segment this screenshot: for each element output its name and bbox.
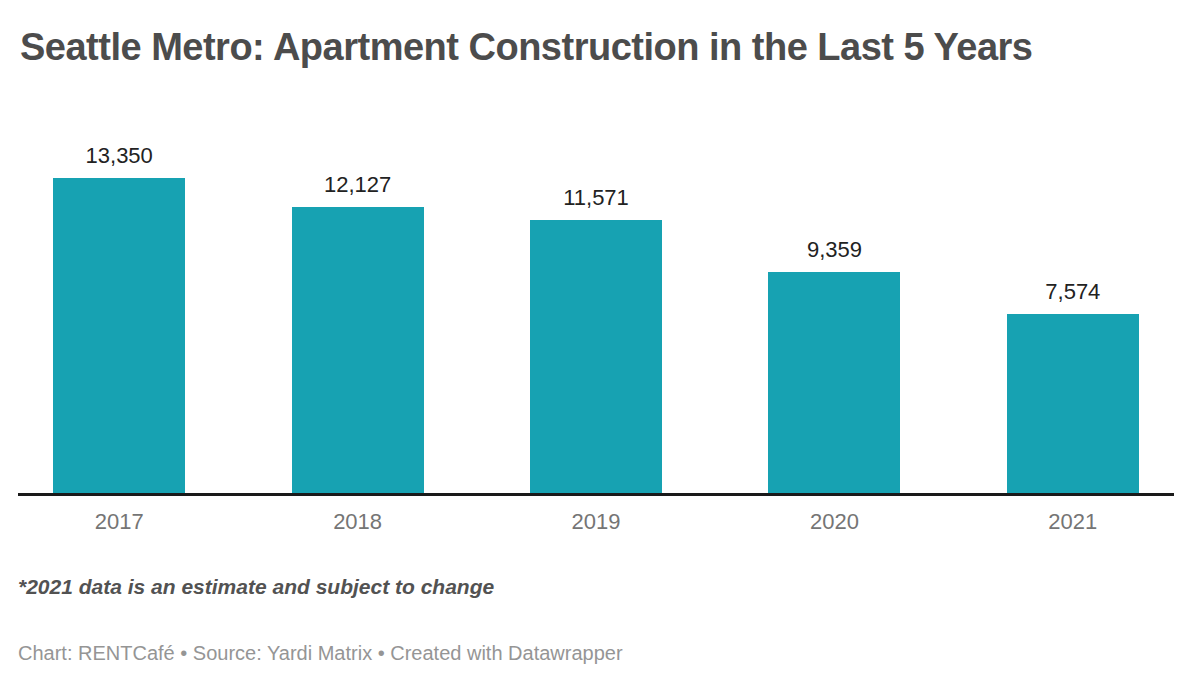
bar-column-2021: 7,574 (954, 279, 1192, 493)
bar-column-2017: 13,350 (0, 143, 238, 493)
bar-2020 (768, 272, 900, 493)
x-axis-labels: 20172018201920202021 (0, 496, 1192, 535)
bar-column-2019: 11,571 (477, 185, 715, 493)
page-title: Seattle Metro: Apartment Construction in… (20, 24, 1172, 70)
bar-value-label: 12,127 (324, 172, 391, 198)
chart-plot-area: 13,350 12,127 11,571 9,359 7,574 (0, 130, 1192, 493)
chart-page: Seattle Metro: Apartment Construction in… (0, 0, 1192, 688)
bar-2021 (1007, 314, 1139, 493)
source-attribution: Chart: RENTCafé • Source: Yardi Matrix •… (18, 641, 1174, 665)
bar-value-label: 7,574 (1045, 279, 1100, 305)
x-axis-label-2017: 2017 (0, 509, 238, 535)
bar-2018 (292, 207, 424, 493)
x-axis-label-2018: 2018 (238, 509, 476, 535)
chart-footnote: *2021 data is an estimate and subject to… (18, 574, 1174, 599)
bar-column-2018: 12,127 (238, 172, 476, 493)
x-axis-label-2019: 2019 (477, 509, 715, 535)
bar-value-label: 13,350 (86, 143, 153, 169)
x-axis-label-2020: 2020 (715, 509, 953, 535)
bar-value-label: 11,571 (563, 185, 629, 211)
bar-2017 (53, 178, 185, 493)
bar-column-2020: 9,359 (715, 237, 953, 493)
x-axis-label-2021: 2021 (954, 509, 1192, 535)
bar-value-label: 9,359 (807, 237, 862, 263)
bar-2019 (530, 220, 662, 493)
